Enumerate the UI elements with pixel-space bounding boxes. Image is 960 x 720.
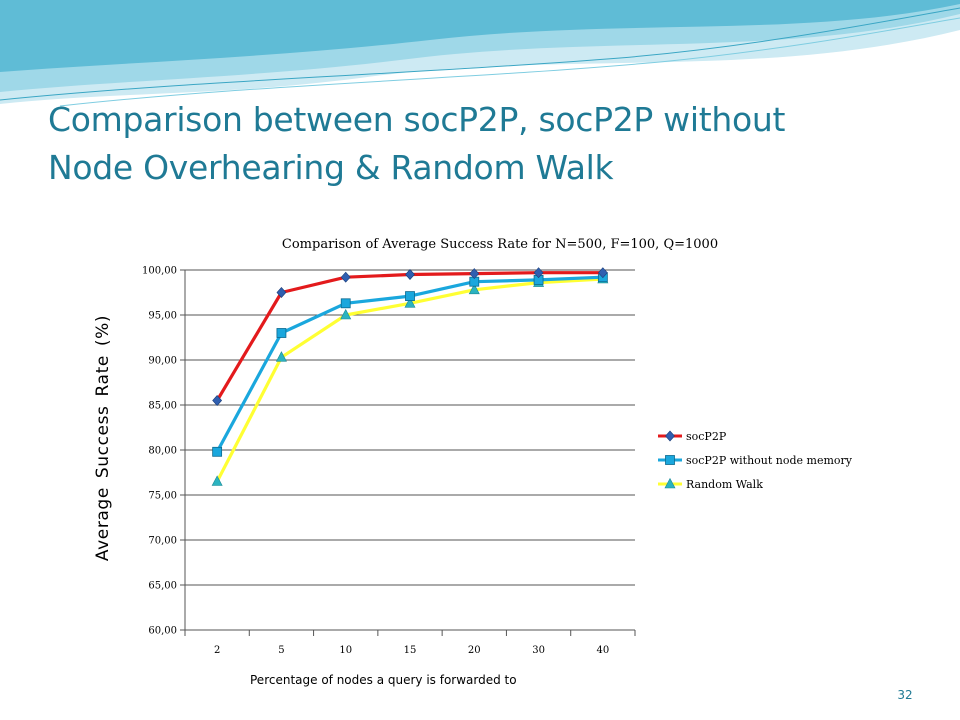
x-axis-ticks: 2 5 10 15 20 30 40 — [184, 630, 636, 656]
y-tick-label: 85,00 — [148, 401, 177, 412]
y-tick-label: 70,00 — [148, 536, 177, 547]
data-point — [211, 475, 223, 486]
y-tick-label: 95,00 — [148, 311, 177, 322]
legend-marker — [664, 477, 676, 489]
slide-title-line-2: Node Overhearing & Random Walk — [48, 148, 614, 187]
decorative-waves — [0, 0, 960, 107]
data-point — [276, 328, 287, 338]
wave-line-2 — [59, 17, 960, 107]
x-tick-label: 5 — [278, 645, 284, 656]
y-tick-label: 60,00 — [148, 626, 177, 637]
wave-dark — [0, 0, 960, 72]
data-point — [404, 297, 416, 308]
y-tick-label: 90,00 — [148, 356, 177, 367]
y-tick-label: 100,00 — [142, 266, 177, 277]
data-point — [597, 267, 608, 279]
slide-title-line-1: Comparison between socP2P, socP2P withou… — [48, 100, 786, 139]
data-point — [469, 268, 480, 280]
data-point — [340, 308, 352, 320]
x-tick-label: 40 — [596, 645, 609, 656]
data-point — [533, 267, 544, 279]
data-point — [212, 446, 223, 457]
x-tick-label: 15 — [404, 645, 417, 656]
x-tick-label: 10 — [339, 645, 352, 656]
data-point — [405, 291, 415, 302]
y-tick-label: 75,00 — [148, 491, 177, 502]
y-tick-label: 80,00 — [148, 446, 177, 457]
legend-marker — [665, 430, 675, 442]
data-point — [340, 298, 351, 309]
y-tick-label: 65,00 — [148, 581, 177, 592]
legend-label: socP2P without node memory — [686, 454, 853, 467]
x-tick-label: 20 — [468, 645, 481, 656]
data-point — [405, 269, 415, 280]
x-tick-label: 2 — [214, 645, 220, 656]
data-point — [468, 283, 480, 295]
slide-title: Comparison between socP2P, socP2P withou… — [48, 96, 928, 192]
x-tick-label: 30 — [532, 645, 545, 656]
wave-line-1 — [0, 7, 960, 101]
y-axis-ticks: 60,00 65,00 70,00 75,00 80,00 85,00 90,00 95,00… — [142, 266, 185, 637]
data-point — [276, 287, 287, 298]
chart-title: Comparison of Average Success Rate for N… — [282, 237, 718, 252]
series — [211, 267, 609, 486]
legend-marker — [665, 455, 675, 465]
data-point — [212, 395, 223, 406]
series-line — [215, 277, 603, 483]
data-point — [340, 271, 351, 283]
legend-label: socP2P — [686, 430, 727, 443]
data-point — [275, 351, 287, 362]
legend-label: Random Walk — [686, 478, 763, 491]
y-axis-label: Average Success Rate (%) — [93, 314, 113, 562]
page-number: 32 — [897, 688, 913, 702]
x-axis-label: Percentage of nodes a query is forwarded… — [240, 664, 594, 697]
legend: socP2P socP2P without node memory Random W… — [658, 430, 853, 491]
gridlines — [184, 269, 635, 631]
y-axis-label-box — [76, 282, 130, 594]
